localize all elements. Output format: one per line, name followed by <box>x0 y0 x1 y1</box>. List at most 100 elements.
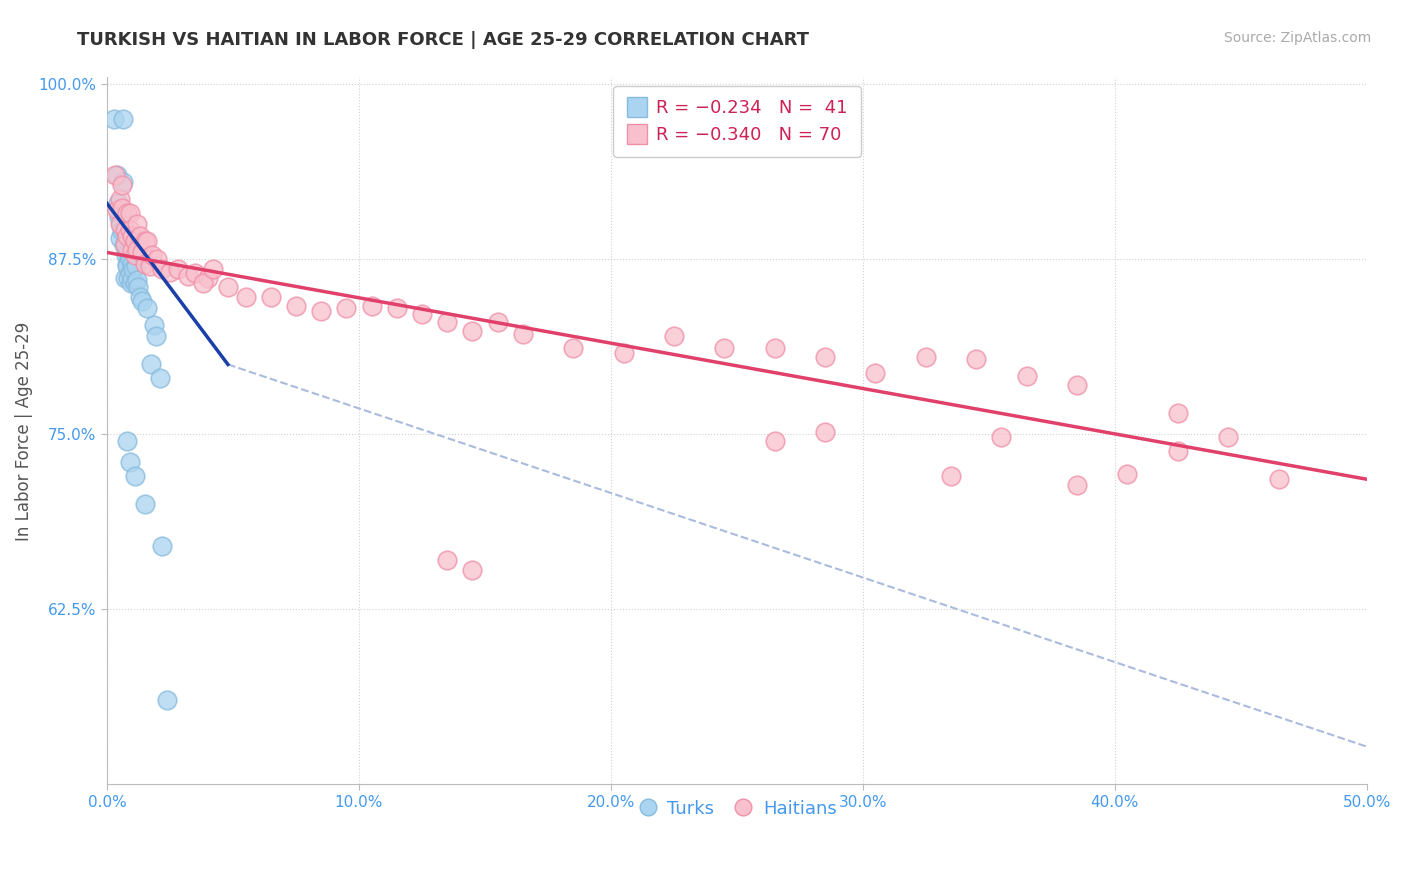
Point <box>108 218 131 232</box>
Point <box>127 280 149 294</box>
Point <box>127 243 149 257</box>
Point <box>915 351 938 365</box>
Point <box>1116 467 1139 481</box>
Point <box>112 238 135 252</box>
Point <box>115 434 138 449</box>
Point <box>121 270 143 285</box>
Point <box>115 260 138 274</box>
Point <box>152 262 174 277</box>
Point <box>166 262 188 277</box>
Point <box>284 299 307 313</box>
Point <box>201 262 224 277</box>
Point <box>127 273 149 287</box>
Point <box>121 228 143 243</box>
Point <box>111 206 134 220</box>
Point <box>125 260 148 274</box>
Point <box>335 301 357 316</box>
Point <box>176 269 198 284</box>
Point <box>385 301 408 316</box>
Point <box>217 280 239 294</box>
Point <box>115 228 138 243</box>
Point <box>120 267 142 281</box>
Point <box>105 203 128 218</box>
Point <box>562 341 585 355</box>
Point <box>184 267 207 281</box>
Point <box>149 371 172 385</box>
Point <box>436 315 458 329</box>
Point <box>436 553 458 567</box>
Point <box>110 224 132 238</box>
Point <box>146 252 169 267</box>
Point <box>152 540 174 554</box>
Point <box>1167 444 1189 458</box>
Point <box>120 277 142 291</box>
Point <box>139 260 162 274</box>
Point <box>114 270 136 285</box>
Point <box>191 277 214 291</box>
Point <box>939 469 962 483</box>
Point <box>865 366 887 380</box>
Point <box>142 318 165 333</box>
Point <box>1015 368 1038 383</box>
Point <box>411 307 433 321</box>
Point <box>139 358 162 372</box>
Point <box>107 196 129 211</box>
Point <box>127 218 149 232</box>
Point <box>121 243 143 257</box>
Point <box>114 223 136 237</box>
Point <box>111 112 134 127</box>
Point <box>965 351 987 366</box>
Point <box>612 346 634 360</box>
Point <box>108 211 131 225</box>
Point <box>1167 406 1189 420</box>
Point <box>486 315 509 329</box>
Point <box>103 169 125 183</box>
Point <box>122 262 145 277</box>
Point <box>128 290 150 304</box>
Point <box>118 223 141 237</box>
Point <box>120 455 142 469</box>
Point <box>131 294 153 309</box>
Point <box>115 257 138 271</box>
Point <box>111 178 134 193</box>
Point <box>1218 430 1240 444</box>
Legend: Turks, Haitians: Turks, Haitians <box>630 792 844 825</box>
Point <box>134 234 156 248</box>
Point <box>713 341 735 355</box>
Point <box>141 248 163 262</box>
Point <box>131 245 153 260</box>
Point <box>1066 378 1088 392</box>
Point <box>260 290 283 304</box>
Point <box>115 248 138 262</box>
Point <box>1066 478 1088 492</box>
Point <box>117 270 139 285</box>
Point <box>124 248 146 262</box>
Point <box>814 351 837 365</box>
Text: Source: ZipAtlas.com: Source: ZipAtlas.com <box>1223 31 1371 45</box>
Point <box>110 218 132 232</box>
Point <box>118 206 141 220</box>
Point <box>512 326 534 341</box>
Point <box>461 324 484 338</box>
Point <box>136 301 159 316</box>
Point <box>115 206 138 220</box>
Point <box>128 228 150 243</box>
Point <box>360 299 382 313</box>
Point <box>134 257 156 271</box>
Point <box>108 231 131 245</box>
Point <box>136 234 159 248</box>
Point <box>112 176 135 190</box>
Point <box>1267 472 1289 486</box>
Point <box>124 234 146 248</box>
Point <box>105 169 128 183</box>
Point <box>156 693 179 707</box>
Point <box>118 252 141 267</box>
Point <box>103 112 125 127</box>
Point <box>124 469 146 483</box>
Point <box>121 257 143 271</box>
Point <box>111 201 134 215</box>
Point <box>124 277 146 291</box>
Point <box>134 498 156 512</box>
Point <box>990 430 1012 444</box>
Point <box>763 341 786 355</box>
